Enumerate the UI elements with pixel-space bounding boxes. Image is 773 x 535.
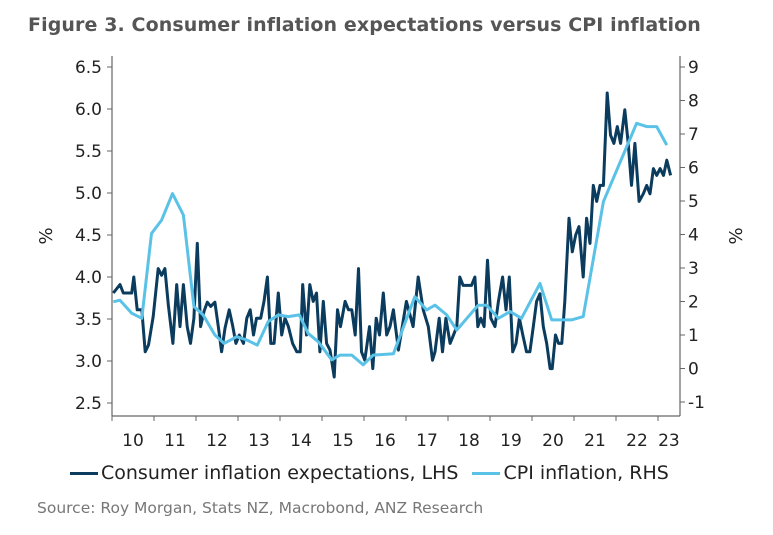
x-tick-label: 14 bbox=[290, 431, 312, 451]
y-tick-label-right: -1 bbox=[688, 393, 705, 413]
y-tick-label-left: 3.0 bbox=[75, 352, 102, 372]
y-tick-label-left: 4.5 bbox=[75, 226, 102, 246]
x-tick-label: 18 bbox=[458, 431, 480, 451]
y-tick-label-right: 8 bbox=[688, 92, 699, 112]
y-tick-label-right: 7 bbox=[688, 125, 699, 145]
y-tick-label-right: 9 bbox=[688, 58, 699, 78]
x-tick-label: 20 bbox=[542, 431, 564, 451]
legend-label-cpi: CPI inflation, RHS bbox=[503, 462, 669, 484]
legend-label-expectations: Consumer inflation expectations, LHS bbox=[101, 462, 459, 484]
x-tick-label: 15 bbox=[332, 431, 354, 451]
x-tick-label: 11 bbox=[164, 431, 186, 451]
x-tick-label: 13 bbox=[248, 431, 270, 451]
x-tick-label: 10 bbox=[122, 431, 144, 451]
y-tick-label-left: 6.0 bbox=[75, 100, 102, 120]
legend-item-cpi: CPI inflation, RHS bbox=[472, 462, 669, 484]
y-tick-label-left: 5.0 bbox=[75, 184, 102, 204]
legend-item-expectations: Consumer inflation expectations, LHS bbox=[70, 462, 458, 484]
y-tick-label-left: 4.0 bbox=[75, 268, 102, 288]
x-tick-label: 12 bbox=[206, 431, 228, 451]
series-line-cpi bbox=[112, 121, 669, 367]
x-tick-label: 16 bbox=[374, 431, 396, 451]
y-tick-label-right: 1 bbox=[688, 326, 699, 346]
legend-swatch-expectations bbox=[70, 471, 98, 475]
y-tick-label-right: 0 bbox=[688, 360, 699, 380]
x-tick-label: 22 bbox=[626, 431, 648, 451]
y-tick-label-right: 2 bbox=[688, 293, 699, 313]
y-tick-label-right: 4 bbox=[688, 226, 699, 246]
legend: Consumer inflation expectations, LHS CPI… bbox=[70, 462, 683, 484]
y-tick-label-left: 5.5 bbox=[75, 142, 102, 162]
x-tick-label: 17 bbox=[416, 431, 438, 451]
series-line-expectations bbox=[112, 91, 673, 379]
y-tick-label-left: 3.5 bbox=[75, 310, 102, 330]
y-tick-label-left: 6.5 bbox=[75, 58, 102, 78]
x-tick-label: 23 bbox=[658, 431, 680, 451]
chart-source: Source: Roy Morgan, Stats NZ, Macrobond,… bbox=[37, 499, 484, 517]
y-tick-label-left: 2.5 bbox=[75, 394, 102, 414]
y-tick-label-right: 5 bbox=[688, 192, 699, 212]
y-tick-label-right: 6 bbox=[688, 159, 699, 179]
x-tick-label: 19 bbox=[500, 431, 522, 451]
y-tick-label-right: 3 bbox=[688, 259, 699, 279]
chart-title: Figure 3. Consumer inflation expectation… bbox=[28, 14, 701, 36]
y-axis-label-left: % bbox=[36, 227, 57, 244]
x-tick-label: 21 bbox=[584, 431, 606, 451]
legend-swatch-cpi bbox=[472, 471, 501, 475]
y-axis-label-right: % bbox=[726, 227, 747, 244]
